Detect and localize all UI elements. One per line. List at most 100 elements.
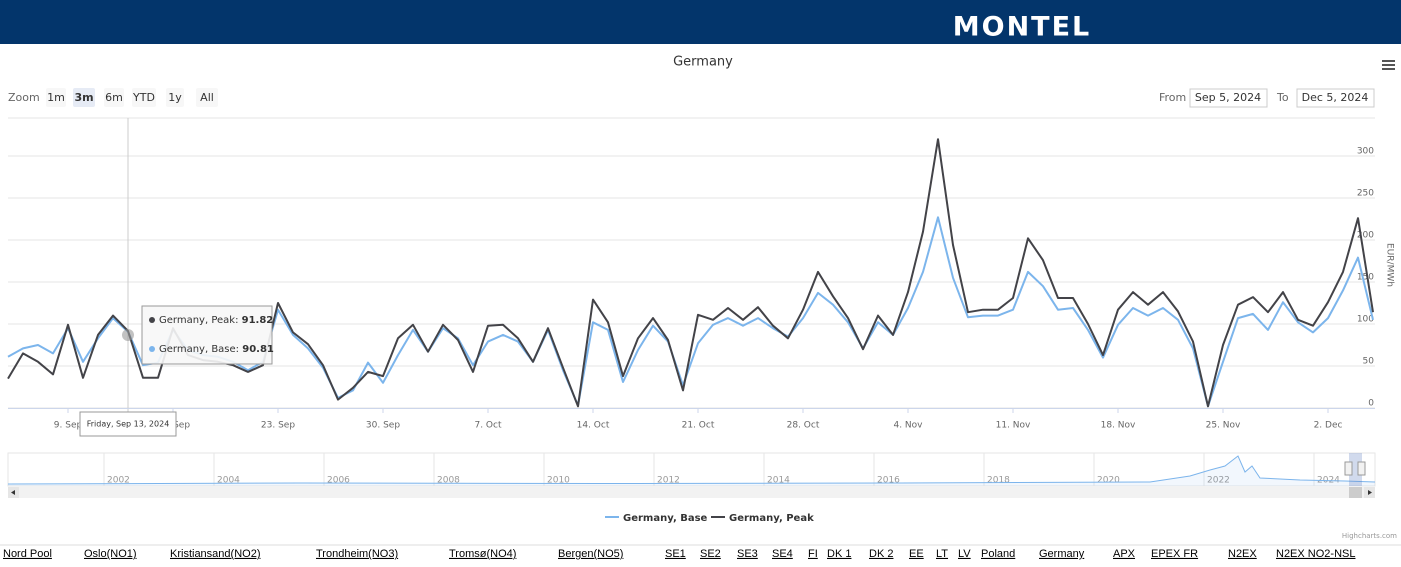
menu-bar xyxy=(1382,68,1395,70)
zoom-button[interactable] xyxy=(104,88,124,107)
link[interactable]: Oslo(NO1) xyxy=(84,548,137,560)
link[interactable]: SE3 xyxy=(737,548,758,560)
link[interactable]: SE4 xyxy=(772,548,793,560)
zoom-button[interactable] xyxy=(196,88,218,107)
x-tick-label: 25. Nov xyxy=(1206,421,1241,431)
y-tick-label: 0 xyxy=(1368,399,1374,409)
x-tick-label: 18. Nov xyxy=(1101,421,1136,431)
y-tick-label: 150 xyxy=(1357,273,1374,283)
navigator-year: 2008 xyxy=(437,476,460,486)
link[interactable]: EE xyxy=(909,548,924,560)
navigator-year: 2010 xyxy=(547,476,570,486)
x-tick-label: 7. Oct xyxy=(474,421,501,431)
x-tick-label: 9. Sep xyxy=(54,421,83,431)
link[interactable]: EPEX FR xyxy=(1151,548,1198,560)
link[interactable]: LV xyxy=(958,548,971,560)
link[interactable]: Poland xyxy=(981,548,1015,560)
link[interactable]: DK 2 xyxy=(869,548,893,560)
tooltip-value: 91.82 xyxy=(242,315,274,326)
arrow xyxy=(11,490,15,495)
navigator-line xyxy=(7,455,1376,485)
arrow xyxy=(1368,490,1372,495)
series-line xyxy=(7,138,1374,408)
to-label: To xyxy=(1276,91,1289,104)
tooltip-row: Germany, Peak: 91.82 xyxy=(159,315,273,326)
link[interactable]: N2EX xyxy=(1228,548,1257,560)
link[interactable]: DK 1 xyxy=(827,548,851,560)
navigator-handle[interactable] xyxy=(1344,461,1353,476)
zoom-button-label: 3m xyxy=(74,91,93,104)
header-bar xyxy=(0,0,1401,44)
zoom-button-label: All xyxy=(200,91,214,104)
credit[interactable]: Highcharts.com xyxy=(1342,532,1397,540)
legend-label[interactable]: Germany, Peak xyxy=(729,513,814,524)
navigator-year: 2020 xyxy=(1097,476,1120,486)
grid: 0 50 100 150 200 250 300 xyxy=(8,147,1375,409)
navigator[interactable] xyxy=(7,452,1376,487)
x-tick-label: 2. Dec xyxy=(1314,421,1343,431)
link[interactable]: Germany xyxy=(1039,548,1085,560)
to-input[interactable] xyxy=(1296,88,1375,108)
navigator-handle[interactable] xyxy=(1357,461,1366,476)
navigator-year: 2012 xyxy=(657,476,680,486)
link[interactable]: APX xyxy=(1113,548,1136,560)
tooltip-value: 90.81 xyxy=(242,344,274,355)
x-tick-label: 14. Oct xyxy=(577,421,610,431)
zoom-buttons: 1m 3m 6m YTD 1y All xyxy=(46,88,218,107)
to-value: Dec 5, 2024 xyxy=(1302,91,1369,104)
zoom-button[interactable] xyxy=(46,88,66,107)
navigator-year: 2014 xyxy=(767,476,790,486)
menu-button[interactable] xyxy=(1382,60,1395,70)
x-tick-label: 23. Sep xyxy=(261,421,295,431)
menu-bar xyxy=(1382,64,1395,66)
legend: Germany, Base Germany, Peak xyxy=(605,513,814,524)
link[interactable]: SE1 xyxy=(665,548,686,560)
legend-label[interactable]: Germany, Base xyxy=(623,513,708,524)
zoom-button[interactable] xyxy=(73,88,95,107)
tooltip-date: Friday, Sep 13, 2024 xyxy=(87,420,170,429)
navigator-area xyxy=(8,456,1375,486)
link[interactable]: Trondheim(NO3) xyxy=(316,548,398,560)
y-axis-title: EUR/MWh xyxy=(1385,243,1395,287)
link[interactable]: Kristiansand(NO2) xyxy=(170,548,260,560)
logo: MONTEL xyxy=(953,12,1091,43)
y-tick-label: 300 xyxy=(1357,147,1374,157)
from-input[interactable] xyxy=(1189,88,1268,108)
y-tick-label: 50 xyxy=(1363,357,1375,367)
zoom-button-label: 6m xyxy=(105,91,123,104)
scrollbar-thumb[interactable] xyxy=(1349,487,1362,498)
tooltip-label: Germany, Base: xyxy=(159,344,239,355)
x-tick-label: 30. Sep xyxy=(366,421,400,431)
link[interactable]: FI xyxy=(808,548,818,560)
y-tick-label: 100 xyxy=(1357,315,1374,325)
x-tick-label: 28. Oct xyxy=(787,421,820,431)
navigator-year: 2002 xyxy=(107,476,130,486)
tooltip-label: Germany, Peak: xyxy=(159,315,238,326)
link[interactable]: SE2 xyxy=(700,548,721,560)
link[interactable]: Tromsø(NO4) xyxy=(449,548,516,560)
link[interactable]: LT xyxy=(936,548,948,560)
navigator-year: 2022 xyxy=(1207,476,1230,486)
x-tick-label: 11. Nov xyxy=(996,421,1031,431)
chart-title: Germany xyxy=(673,55,733,70)
hover-halo xyxy=(122,329,134,341)
x-tick-label: 21. Oct xyxy=(682,421,715,431)
navigator-year: 2004 xyxy=(217,476,240,486)
scrollbar-track[interactable] xyxy=(8,487,1375,498)
zoom-label: Zoom xyxy=(8,91,40,104)
date-box xyxy=(79,411,177,437)
tooltip-marker xyxy=(149,317,155,323)
zoom-button-label: 1y xyxy=(168,91,182,104)
zoom-button[interactable] xyxy=(166,88,184,107)
zoom-button[interactable] xyxy=(132,88,156,107)
link[interactable]: Nord Pool xyxy=(3,548,52,560)
navigator-year: 2018 xyxy=(987,476,1010,486)
tooltip-box xyxy=(141,305,273,365)
x-tick-label: 4. Nov xyxy=(893,421,923,431)
navigator-year: 2006 xyxy=(327,476,350,486)
link[interactable]: N2EX NO2-NSL xyxy=(1276,548,1355,560)
link[interactable]: Bergen(NO5) xyxy=(558,548,623,560)
